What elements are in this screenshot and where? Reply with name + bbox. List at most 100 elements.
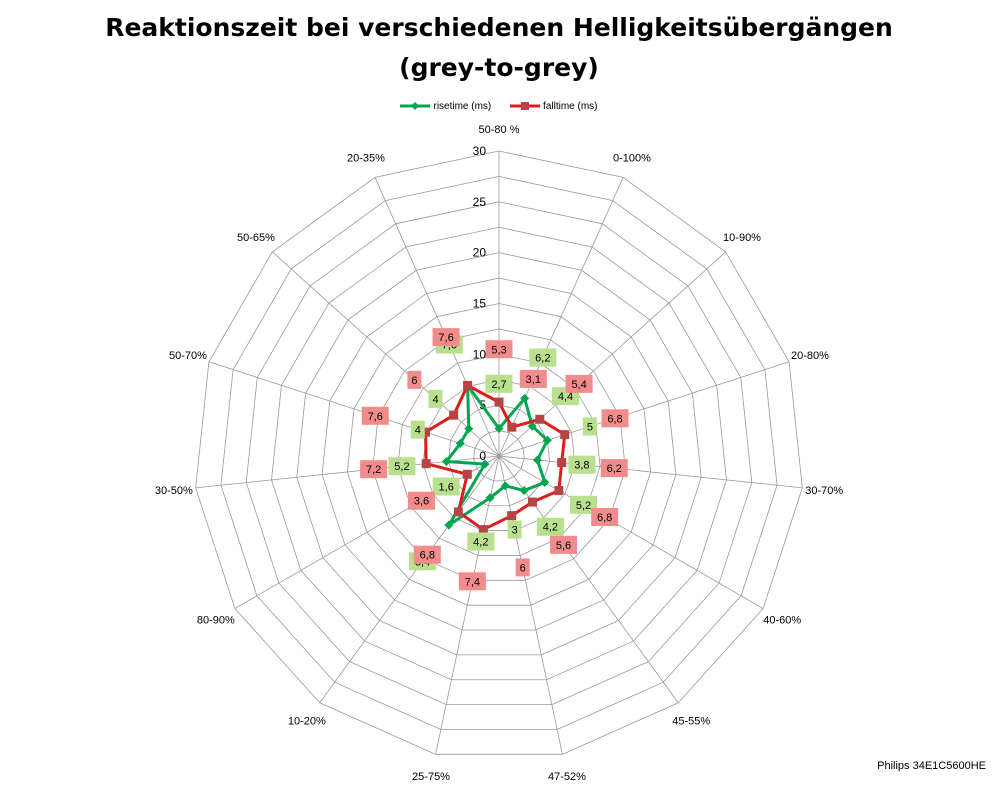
category-label: 10-90%	[723, 232, 761, 244]
category-label: 20-80%	[791, 350, 829, 362]
falltime-point	[507, 511, 517, 521]
grid-spoke	[498, 455, 679, 703]
grid-ring	[321, 277, 677, 631]
category-labels: 50-80 % 0-100% 10-90% 20-80% 30-70% 40-60% 45-…	[155, 124, 844, 783]
grid-ring	[220, 176, 778, 730]
data-label: 5,2	[394, 461, 409, 473]
risetime-point	[527, 421, 537, 431]
data-label: 3,1	[526, 374, 541, 386]
grid-spoke	[498, 455, 563, 755]
legend: risetime (ms) falltime (ms)	[0, 101, 998, 112]
data-label-box	[570, 495, 598, 514]
data-label: 7,4	[465, 576, 480, 588]
data-label: 5,4	[571, 379, 586, 391]
data-label-box	[582, 417, 597, 436]
series-line-risetime	[444, 383, 549, 527]
falltime-point	[535, 414, 545, 424]
radial-tick-label: 25	[473, 195, 487, 209]
data-label-box	[361, 406, 389, 425]
grid-spoke	[208, 361, 500, 457]
data-label-box	[600, 459, 628, 478]
data-label: 6,8	[420, 550, 435, 562]
data-label-box	[410, 420, 425, 439]
legend-item-falltime: falltime (ms)	[510, 101, 598, 112]
radial-tick-label: 30	[473, 144, 487, 158]
legend-label-falltime: falltime (ms)	[543, 101, 598, 112]
data-label: 4,2	[543, 522, 558, 534]
grid-spoke	[374, 177, 500, 457]
data-label-box	[536, 517, 564, 536]
data-label-box	[565, 374, 593, 393]
grid-ring	[271, 226, 727, 681]
chart-title: Reaktionszeit bei verschiedenen Helligke…	[0, 8, 998, 88]
risetime-point	[500, 481, 510, 491]
category-label: 25-75%	[412, 771, 450, 783]
falltime-point	[421, 459, 431, 469]
category-label: 50-80 %	[479, 124, 520, 136]
risetime-point	[520, 393, 530, 403]
data-label: 6,2	[607, 463, 622, 475]
data-label-box	[515, 558, 530, 577]
falltime-point	[421, 427, 431, 437]
grid-ring	[473, 430, 525, 482]
legend-label-risetime: risetime (ms)	[433, 101, 492, 112]
risetime-point	[480, 459, 490, 469]
radar-grid	[195, 150, 803, 755]
category-label: 47-52%	[548, 771, 586, 783]
data-label: 6,8	[607, 413, 622, 425]
data-label: 2,7	[491, 379, 506, 391]
data-label: 6,8	[597, 512, 612, 524]
data-label-box	[432, 328, 460, 347]
data-label: 5	[587, 421, 593, 433]
data-label: 4	[415, 425, 421, 437]
data-label-box	[428, 389, 443, 408]
data-label-box	[550, 535, 578, 554]
data-label-box	[507, 520, 522, 539]
data-label-box	[408, 491, 436, 510]
falltime-point	[494, 397, 504, 407]
category-label: 30-70%	[805, 485, 843, 497]
falltime-point	[463, 380, 473, 390]
category-label: 80-90%	[197, 615, 235, 627]
falltime-point	[560, 430, 570, 440]
risetime-point	[441, 457, 451, 467]
data-label-box	[591, 508, 619, 526]
falltime-point	[478, 525, 488, 535]
radial-tick-label: 0	[479, 449, 486, 463]
data-label-box	[485, 374, 513, 393]
category-label: 30-50%	[155, 485, 193, 497]
falltime-point	[462, 469, 472, 479]
falltime-point	[449, 410, 459, 420]
grid-ring	[245, 201, 753, 706]
data-label: 3,6	[414, 496, 429, 508]
category-label: 45-55%	[672, 716, 710, 728]
falltime-legend-marker	[510, 102, 541, 111]
risetime-point	[532, 455, 542, 465]
grid-spoke	[272, 251, 500, 457]
grid-ring	[372, 328, 626, 581]
chart-title-line-2: (grey-to-grey)	[399, 53, 599, 82]
data-label: 4,4	[558, 391, 573, 403]
grid-spoke	[498, 455, 803, 489]
data-label-box	[568, 455, 596, 474]
data-label-box	[413, 545, 441, 564]
category-label: 50-70%	[169, 350, 207, 362]
series-line-falltime	[424, 383, 567, 532]
risetime-legend-marker	[400, 102, 431, 111]
data-label-box	[407, 370, 422, 389]
data-label: 5,6	[556, 540, 571, 552]
grid-ring	[448, 404, 550, 507]
radial-tick-label: 10	[473, 347, 487, 361]
grid-spoke	[435, 455, 500, 755]
data-label: 4,2	[473, 537, 488, 549]
data-label: 7,6	[368, 411, 383, 423]
grid-ring	[422, 379, 576, 531]
data-label: 6	[411, 375, 417, 387]
risetime-point	[542, 435, 552, 445]
data-label-box	[519, 369, 547, 388]
data-label-box	[432, 477, 460, 496]
risetime-point	[540, 477, 550, 487]
data-label: 6,2	[535, 353, 550, 365]
